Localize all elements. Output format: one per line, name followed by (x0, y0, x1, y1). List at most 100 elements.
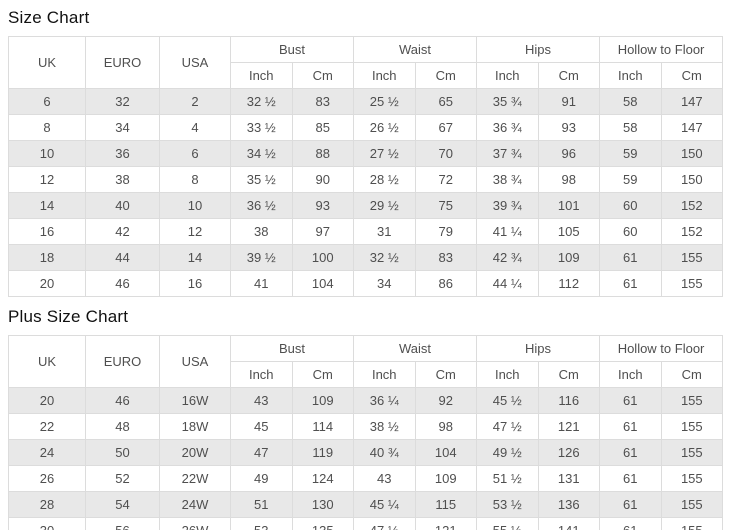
col-header-hips-inch: Inch (476, 62, 539, 89)
plus-size-chart-body: 20 46 16W 43 109 36 ¼ 92 45 ½ 116 61 155 22 48 18W 45 1… (8, 387, 724, 530)
table-cell: 22 (8, 413, 86, 440)
table-cell: 26 (8, 465, 86, 492)
table-cell: 34 (353, 270, 416, 297)
col-group-waist: Waist (353, 36, 478, 63)
table-row: 18 44 14 39 ½ 100 32 ½ 83 42 ¾ 109 61 155 (8, 244, 724, 271)
table-cell: 18W (159, 413, 231, 440)
col-header-euro: EURO (85, 335, 160, 388)
table-cell: 34 ½ (230, 140, 293, 167)
table-row: 10 36 6 34 ½ 88 27 ½ 70 37 ¾ 96 59 150 (8, 140, 724, 167)
table-cell: 72 (414, 166, 478, 193)
table-cell: 47 ½ (353, 517, 416, 530)
table-cell: 147 (660, 114, 724, 141)
table-cell: 40 (85, 192, 160, 219)
table-cell: 18 (8, 244, 86, 271)
col-header-waist-inch: Inch (353, 361, 416, 388)
table-row: 20 46 16W 43 109 36 ¼ 92 45 ½ 116 61 155 (8, 387, 724, 414)
table-cell: 136 (537, 491, 601, 518)
table-cell: 38 (85, 166, 160, 193)
col-header-hips-cm: Cm (537, 361, 601, 388)
table-cell: 42 ¾ (476, 244, 539, 271)
table-cell: 147 (660, 88, 724, 115)
table-cell: 60 (599, 218, 662, 245)
table-cell: 75 (414, 192, 478, 219)
table-cell: 58 (599, 88, 662, 115)
table-cell: 16W (159, 387, 231, 414)
table-cell: 32 ½ (353, 244, 416, 271)
table-cell: 38 ½ (353, 413, 416, 440)
col-header-waist-inch: Inch (353, 62, 416, 89)
table-cell: 105 (537, 218, 601, 245)
table-cell: 61 (599, 491, 662, 518)
plus-size-chart-table: UK EURO USA Bust Waist Hips Hollow to Fl… (8, 335, 724, 530)
table-cell: 152 (660, 192, 724, 219)
col-group-waist: Waist (353, 335, 478, 362)
table-cell: 61 (599, 439, 662, 466)
table-cell: 38 (230, 218, 293, 245)
table-cell: 51 (230, 491, 293, 518)
table-cell: 45 (230, 413, 293, 440)
col-group-hollow-to-floor: Hollow to Floor (599, 36, 724, 63)
table-cell: 141 (537, 517, 601, 530)
table-cell: 130 (291, 491, 355, 518)
table-cell: 83 (414, 244, 478, 271)
table-row: 14 40 10 36 ½ 93 29 ½ 75 39 ¾ 101 60 152 (8, 192, 724, 219)
table-cell: 44 (85, 244, 160, 271)
col-header-hips-inch: Inch (476, 361, 539, 388)
col-group-hollow-to-floor: Hollow to Floor (599, 335, 724, 362)
table-cell: 43 (230, 387, 293, 414)
table-cell: 155 (660, 517, 724, 530)
table-cell: 98 (537, 166, 601, 193)
table-cell: 56 (85, 517, 160, 530)
table-row: 26 52 22W 49 124 43 109 51 ½ 131 61 155 (8, 465, 724, 492)
table-cell: 10 (159, 192, 231, 219)
table-cell: 31 (353, 218, 416, 245)
table-cell: 61 (599, 244, 662, 271)
col-group-bust: Bust (229, 36, 355, 63)
table-cell: 155 (660, 439, 724, 466)
table-cell: 59 (599, 166, 662, 193)
table-cell: 61 (599, 387, 662, 414)
table-row: 12 38 8 35 ½ 90 28 ½ 72 38 ¾ 98 59 150 (8, 166, 724, 193)
table-cell: 4 (159, 114, 231, 141)
col-header-bust-cm: Cm (291, 361, 355, 388)
table-cell: 97 (291, 218, 355, 245)
table-cell: 45 ½ (476, 387, 539, 414)
col-header-bust-inch: Inch (230, 62, 293, 89)
col-header-usa: USA (159, 36, 231, 89)
table-cell: 35 ½ (230, 166, 293, 193)
plus-size-chart-title: Plus Size Chart (8, 307, 129, 326)
table-cell: 121 (537, 413, 601, 440)
table-cell: 8 (8, 114, 86, 141)
table-cell: 36 ¾ (476, 114, 539, 141)
table-cell: 114 (291, 413, 355, 440)
table-cell: 28 ½ (353, 166, 416, 193)
table-cell: 20 (8, 387, 86, 414)
table-cell: 70 (414, 140, 478, 167)
table-cell: 155 (660, 270, 724, 297)
table-cell: 61 (599, 517, 662, 530)
table-cell: 93 (291, 192, 355, 219)
table-cell: 45 ¼ (353, 491, 416, 518)
table-cell: 42 (85, 218, 160, 245)
table-cell: 47 (230, 439, 293, 466)
table-cell: 116 (537, 387, 601, 414)
table-cell: 8 (159, 166, 231, 193)
table-cell: 88 (291, 140, 355, 167)
table-cell: 65 (414, 88, 478, 115)
col-header-bust-cm: Cm (291, 62, 355, 89)
col-header-hollow-inch: Inch (599, 62, 662, 89)
col-group-hips: Hips (476, 335, 601, 362)
table-cell: 59 (599, 140, 662, 167)
col-header-usa: USA (159, 335, 231, 388)
table-cell: 24 (8, 439, 86, 466)
table-cell: 46 (85, 270, 160, 297)
header-row-groups: UK EURO USA Bust Waist Hips Hollow to Fl… (8, 36, 724, 89)
col-header-hollow-cm: Cm (660, 361, 724, 388)
table-cell: 101 (537, 192, 601, 219)
table-cell: 30 (8, 517, 86, 530)
table-cell: 109 (537, 244, 601, 271)
table-cell: 61 (599, 270, 662, 297)
table-cell: 39 ½ (230, 244, 293, 271)
table-row: 16 42 12 38 97 31 79 41 ¼ 105 60 152 (8, 218, 724, 245)
